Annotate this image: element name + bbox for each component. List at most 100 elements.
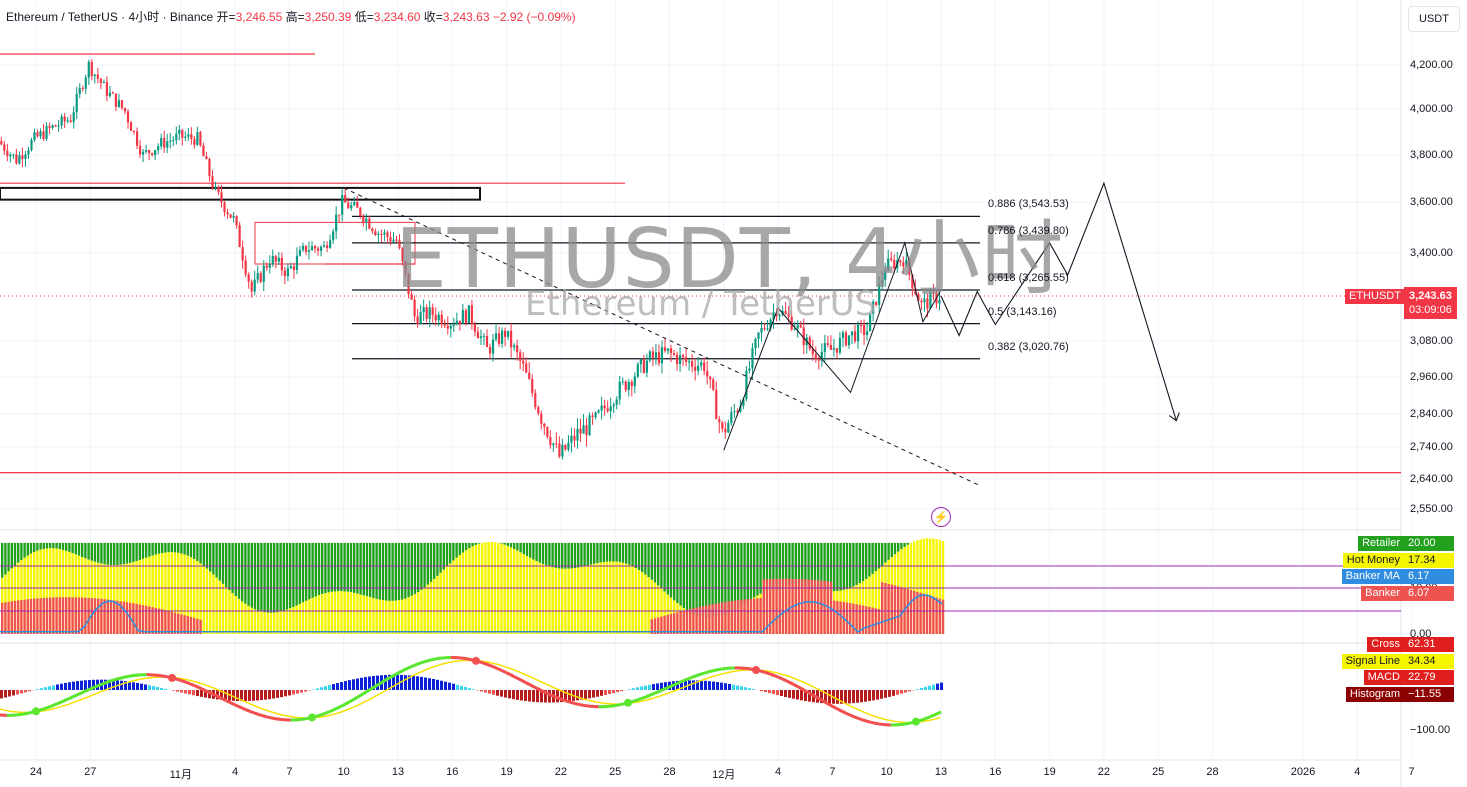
hot-money-bar (100, 563, 103, 634)
hot-money-bar (311, 597, 314, 634)
hot-money-bar (557, 568, 561, 634)
banker-bar (676, 612, 679, 634)
histogram-bar (268, 690, 271, 700)
retailer-bar (458, 542, 461, 556)
histogram-bar (80, 680, 83, 690)
retailer-bar (500, 542, 503, 544)
candle (81, 88, 84, 90)
hot-money-bar (666, 594, 669, 634)
hot-money-bar (385, 600, 388, 634)
retailer-bar (244, 542, 247, 604)
hot-money-bar (292, 606, 295, 634)
change-value: −2.92 (−0.09%) (492, 10, 576, 24)
candle (292, 266, 296, 270)
candle (208, 159, 211, 177)
lightning-icon[interactable]: ⚡ (931, 507, 951, 527)
histogram-bar (56, 684, 59, 690)
candle (491, 339, 495, 354)
candle (473, 323, 477, 332)
candle (525, 363, 528, 373)
banker-bar (913, 590, 916, 634)
hot-money-bar (525, 556, 529, 634)
histogram-bar (908, 690, 911, 692)
candle (853, 331, 857, 342)
symbol-name[interactable]: Ethereum / TetherUS · 4小时 · Binance (6, 10, 214, 24)
hot-money-bar (333, 591, 337, 634)
hot-money-bar (218, 580, 221, 634)
hot-money-bar (228, 590, 231, 634)
supply-zone-box (0, 186, 481, 201)
retailer-bar (788, 542, 791, 586)
retailer-bar (74, 542, 77, 555)
candle (850, 331, 854, 336)
histogram-bar (768, 690, 771, 694)
candle (513, 345, 516, 348)
candle (283, 270, 286, 277)
retailer-bar (596, 542, 599, 564)
candle (196, 132, 199, 145)
hot-money-bar (29, 553, 33, 634)
candle (211, 176, 214, 188)
hot-money-bar (573, 568, 577, 634)
retailer-bar (653, 542, 657, 583)
banker-bar (839, 601, 842, 634)
retailer-bar (311, 542, 314, 598)
indicator-tag-name: Retailer (1358, 536, 1404, 551)
drawings[interactable] (343, 181, 1180, 487)
candle (488, 347, 492, 354)
candle (479, 336, 483, 339)
banker-bar (730, 601, 733, 634)
candle (763, 327, 766, 329)
retailer-bar (173, 542, 177, 553)
retailer-bar (657, 542, 660, 586)
hot-money-bar (433, 578, 436, 634)
candle (398, 240, 401, 248)
candle (371, 228, 374, 232)
candle (326, 245, 329, 248)
retailer-bar (189, 542, 193, 558)
candle (322, 245, 326, 247)
retailer-bar (801, 542, 804, 587)
candle (709, 376, 712, 380)
retailer-bar (564, 542, 567, 569)
hot-money-bar (266, 612, 269, 634)
candle (132, 130, 136, 132)
candle (45, 125, 48, 139)
hot-money-bar (183, 554, 186, 634)
hot-money-bar (388, 600, 391, 634)
candle (117, 100, 121, 107)
time-tick-label: 4 (775, 766, 782, 778)
retailer-bar (436, 542, 439, 576)
banker-bar (893, 585, 897, 634)
banker-bar (849, 603, 852, 634)
banker-bar (925, 594, 929, 634)
time-tick-label: 19 (1043, 766, 1056, 778)
candle (721, 422, 724, 429)
currency-button[interactable]: USDT (1408, 6, 1460, 32)
candle (678, 355, 682, 364)
forecast-path (940, 181, 1177, 421)
retailer-bar (737, 542, 740, 608)
histogram-bar (724, 683, 727, 690)
candle (621, 381, 624, 383)
retailer-bar (749, 542, 753, 600)
price-tick-label: 3,080.00 (1410, 335, 1453, 347)
retailer-bar (685, 542, 689, 611)
candle (636, 364, 639, 377)
time-tick-label: 2026 (1290, 766, 1316, 778)
retailer-bar (119, 542, 122, 565)
retailer-bar (250, 542, 253, 608)
banker-bar (938, 598, 941, 634)
hot-money-bar (141, 558, 145, 634)
candle (298, 249, 302, 256)
hot-money-bar (359, 594, 362, 634)
retailer-bar (138, 542, 141, 560)
histogram-bar (372, 676, 375, 690)
indicator-tag-value: 6.07 (1404, 585, 1454, 601)
banker-bar (935, 597, 938, 634)
histogram-bar (868, 690, 871, 702)
candle (301, 245, 305, 250)
banker-bar (753, 598, 756, 634)
candle (416, 316, 419, 324)
